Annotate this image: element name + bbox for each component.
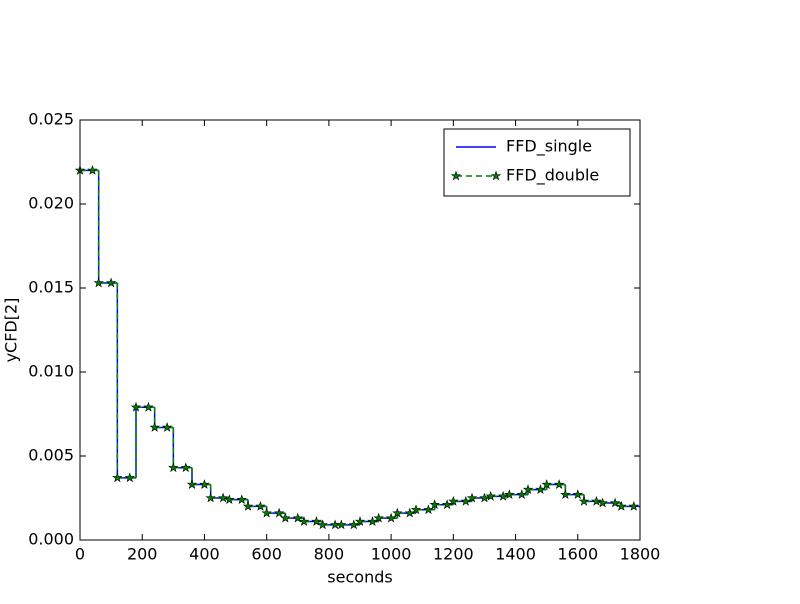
star-marker <box>404 507 415 518</box>
x-tick-label: 200 <box>127 545 158 564</box>
star-marker <box>112 472 123 483</box>
star-marker <box>535 484 546 494</box>
star-marker <box>348 519 359 530</box>
legend-marker <box>450 170 462 181</box>
star-marker <box>560 489 571 500</box>
y-tick-label: 0.010 <box>28 362 74 381</box>
star-marker <box>105 277 117 288</box>
star-marker <box>93 277 104 288</box>
star-marker <box>429 499 440 510</box>
star-marker <box>242 500 254 511</box>
star-marker <box>336 519 347 530</box>
x-tick-label: 600 <box>251 545 282 564</box>
legend-box <box>443 128 631 197</box>
star-marker <box>466 492 478 503</box>
star-marker <box>448 495 459 506</box>
star-marker <box>609 497 621 508</box>
star-marker <box>373 512 384 523</box>
star-marker <box>224 494 235 505</box>
series <box>74 164 639 530</box>
x-tick-label: 1000 <box>371 545 412 564</box>
star-marker <box>385 512 397 523</box>
star-marker <box>130 401 142 412</box>
y-tick-label: 0.025 <box>28 110 74 129</box>
star-marker <box>460 495 471 506</box>
star-marker <box>628 500 639 511</box>
star-marker <box>572 489 583 500</box>
x-tick-label: 1400 <box>495 545 536 564</box>
star-marker <box>522 484 534 494</box>
x-tick-label: 1600 <box>557 545 598 564</box>
star-marker <box>441 499 453 510</box>
star-marker <box>217 492 229 503</box>
x-tick-label: 0 <box>75 545 85 564</box>
star-marker <box>186 479 198 489</box>
star-marker <box>255 500 266 511</box>
x-tick-label: 1200 <box>433 545 474 564</box>
star-marker <box>423 504 434 515</box>
y-tick-label: 0.005 <box>28 446 74 465</box>
star-marker <box>124 472 135 483</box>
x-tick-label: 400 <box>189 545 220 564</box>
star-marker <box>504 489 515 500</box>
star-marker <box>485 490 496 501</box>
star-marker <box>149 422 160 432</box>
legend: FFD_single FFD_double <box>443 128 631 197</box>
x-axis-label: seconds <box>327 568 392 587</box>
legend-label: FFD_double <box>506 166 599 186</box>
star-marker <box>497 490 509 501</box>
star-marker <box>273 507 285 518</box>
star-marker <box>261 507 272 518</box>
star-marker <box>591 495 602 506</box>
star-marker <box>367 516 378 526</box>
star-marker <box>354 516 366 526</box>
star-marker <box>87 164 98 175</box>
y-axis-label: yCFD[2] <box>2 298 21 363</box>
star-marker <box>292 512 303 523</box>
star-marker <box>311 516 322 526</box>
star-marker <box>392 507 403 518</box>
star-marker <box>578 495 590 506</box>
star-marker <box>479 492 490 503</box>
y-tick-label: 0.015 <box>28 278 74 297</box>
star-marker <box>516 489 527 500</box>
y-tick-label: 0.000 <box>28 530 74 549</box>
star-marker <box>298 516 310 526</box>
plot-frame <box>79 119 641 541</box>
star-marker <box>317 519 328 530</box>
x-tick-label: 1800 <box>620 545 661 564</box>
star-marker <box>553 479 565 489</box>
legend-marker <box>490 170 502 181</box>
star-marker <box>180 462 191 473</box>
star-marker <box>236 494 247 505</box>
star-marker <box>199 479 210 489</box>
star-marker <box>205 492 216 503</box>
star-marker <box>616 500 627 511</box>
x-tick-label: 800 <box>314 545 345 564</box>
star-marker <box>168 462 179 473</box>
star-marker <box>597 497 608 508</box>
legend-label: FFD_single <box>506 137 592 157</box>
star-marker <box>410 504 422 515</box>
star-marker <box>143 401 154 412</box>
y-tick-label: 0.020 <box>28 194 74 213</box>
star-marker <box>161 422 173 432</box>
star-marker <box>280 512 291 523</box>
star-marker <box>541 479 552 489</box>
